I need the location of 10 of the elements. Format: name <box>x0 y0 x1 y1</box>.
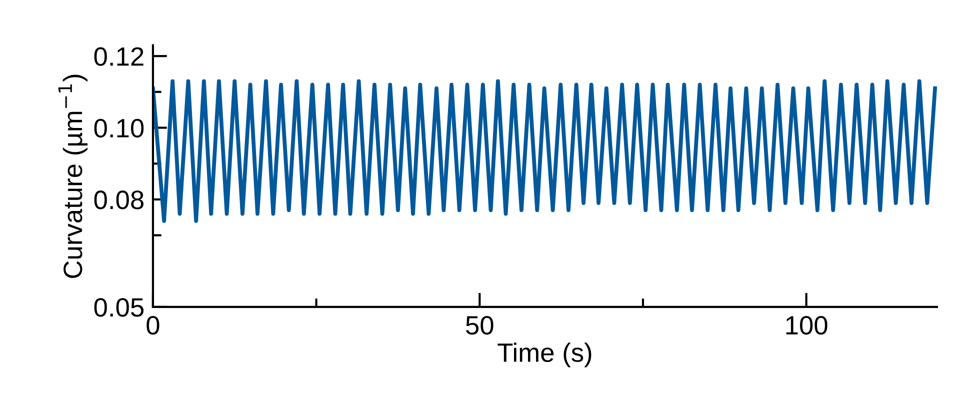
y-tick-label: 0.10 <box>94 118 144 138</box>
x-axis-title: Time (s) <box>498 342 592 368</box>
y-axis-title: Curvature (µm$^{−1}$) <box>58 74 88 278</box>
x-tick-label: 0 <box>146 316 160 335</box>
y-tick-label: 0.08 <box>94 190 144 210</box>
y-tick-label: 0.05 <box>94 298 144 317</box>
x-tick-label: 100 <box>786 316 828 335</box>
x-tick-label: 50 <box>466 316 494 335</box>
y-tick-label: 0.12 <box>94 47 144 66</box>
line-series <box>152 79 937 223</box>
